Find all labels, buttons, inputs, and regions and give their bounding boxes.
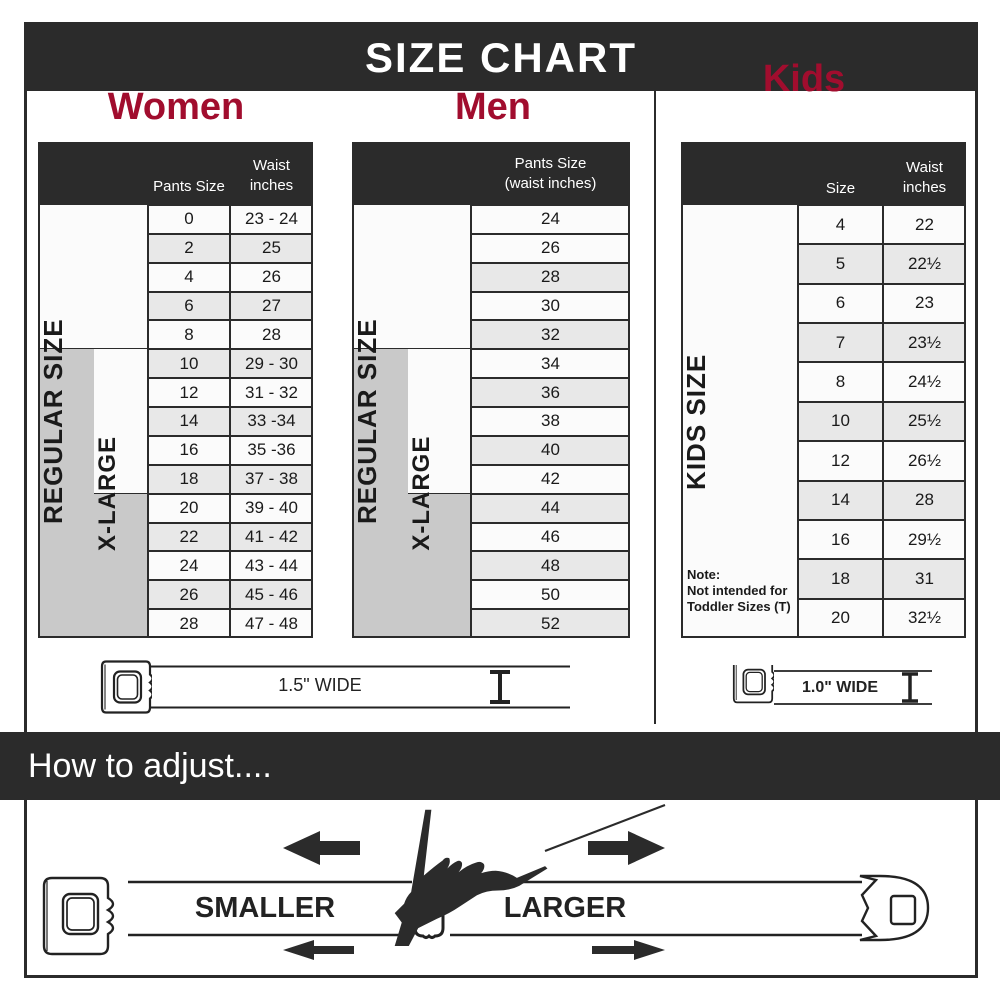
svg-text:SMALLER: SMALLER [195, 892, 335, 924]
svg-text:1.0" WIDE: 1.0" WIDE [802, 679, 878, 696]
svg-text:LARGER: LARGER [504, 892, 627, 924]
svg-text:1.5" WIDE: 1.5" WIDE [278, 675, 361, 695]
